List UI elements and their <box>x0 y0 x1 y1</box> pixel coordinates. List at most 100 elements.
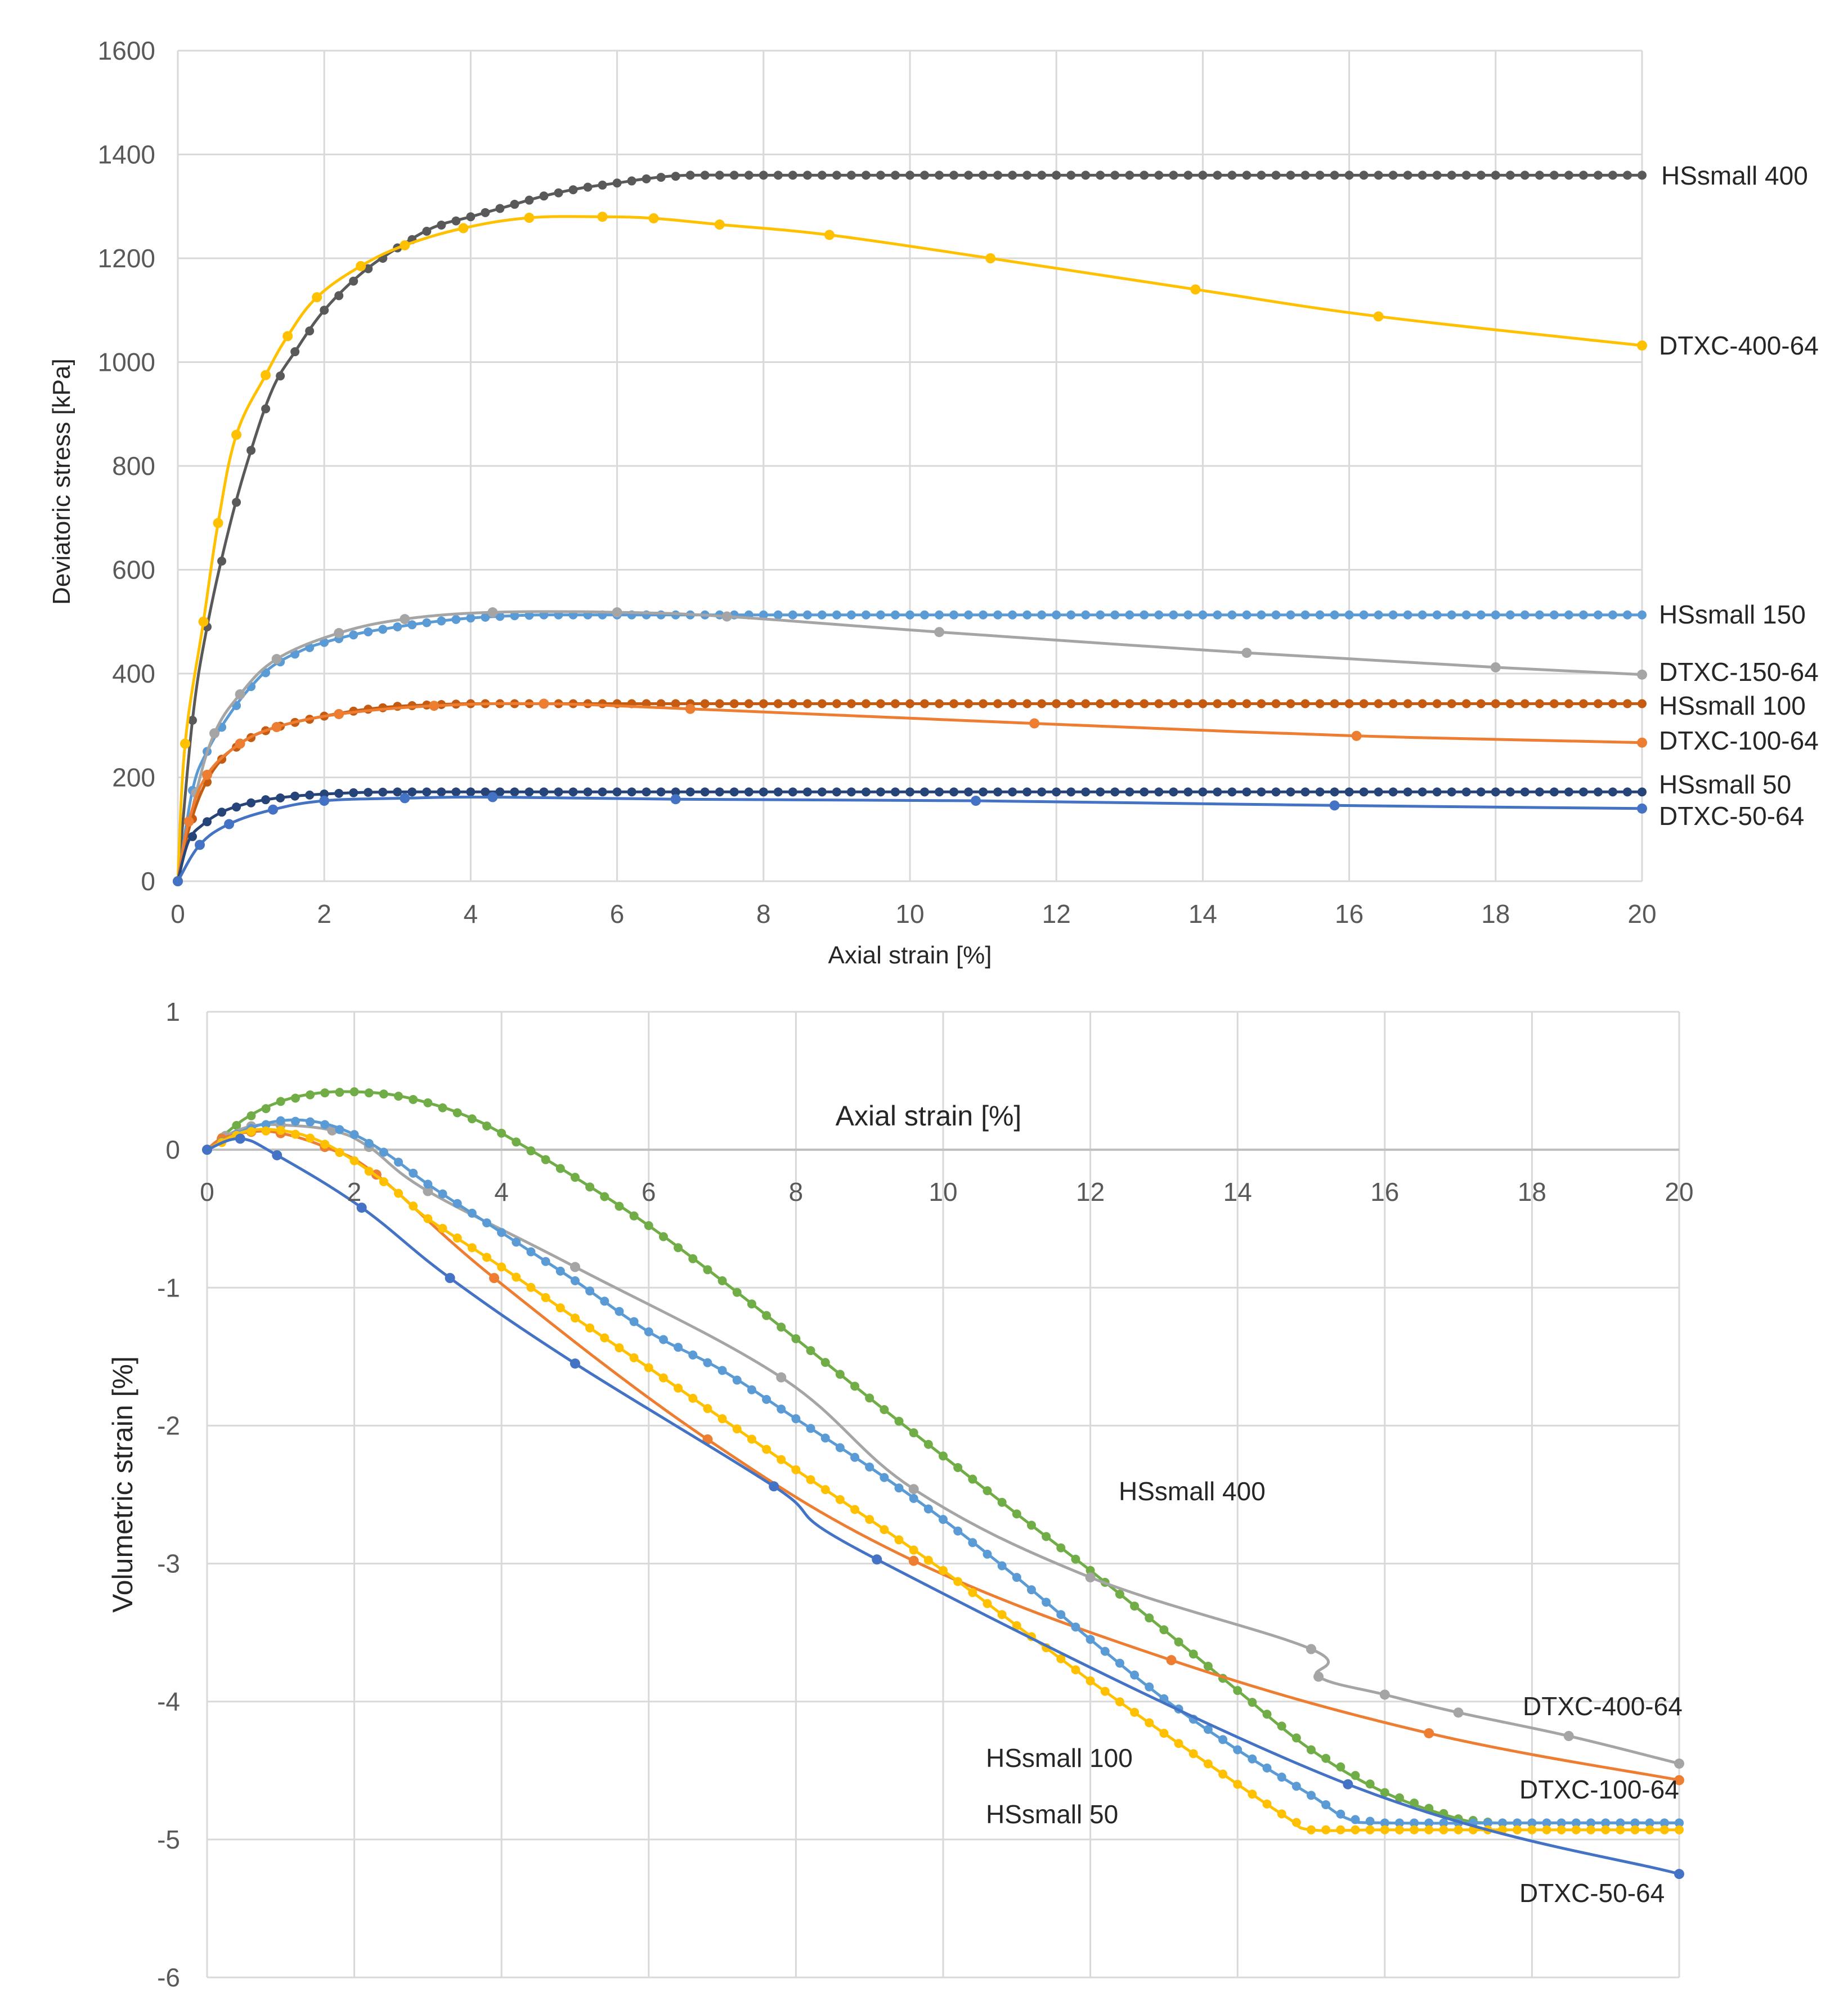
data-point <box>1174 1739 1183 1748</box>
data-point <box>1571 1818 1581 1828</box>
chart1-x-tick-label: 2 <box>317 899 331 928</box>
data-point <box>850 1505 860 1514</box>
data-point <box>1071 1554 1080 1564</box>
data-point <box>1638 787 1647 797</box>
data-point <box>1557 1818 1566 1828</box>
data-point <box>788 699 797 708</box>
data-point <box>614 1343 624 1353</box>
data-point <box>744 171 753 180</box>
data-point <box>349 276 358 286</box>
data-point <box>489 1273 500 1284</box>
data-point <box>846 787 856 797</box>
data-point <box>600 1333 609 1343</box>
data-point <box>1291 1818 1301 1827</box>
data-point <box>627 176 636 186</box>
data-point <box>1659 1825 1669 1834</box>
data-point <box>1066 699 1076 708</box>
data-point <box>1490 662 1501 672</box>
data-point <box>1300 171 1310 180</box>
data-point <box>1527 1818 1537 1828</box>
data-point <box>1549 699 1559 708</box>
series-dtxc-400-64 <box>173 212 1647 886</box>
data-point <box>306 1117 315 1127</box>
data-point <box>1403 610 1412 620</box>
data-point <box>261 1126 271 1136</box>
chart2-x-tick-label: 2 <box>347 1177 362 1206</box>
data-point <box>876 171 885 180</box>
data-point <box>1394 1825 1404 1834</box>
data-point <box>715 699 724 708</box>
data-point <box>393 622 402 631</box>
chart1-y-tick-label: 0 <box>141 867 155 896</box>
data-point <box>1520 699 1529 708</box>
data-point <box>1491 699 1500 708</box>
chart2-x-tick-label: 6 <box>642 1177 656 1206</box>
data-point <box>1622 171 1632 180</box>
data-point <box>1418 787 1427 797</box>
data-point <box>320 638 329 647</box>
data-point <box>935 787 944 797</box>
data-point <box>1374 699 1383 708</box>
data-point <box>555 1164 565 1173</box>
data-point <box>1388 787 1398 797</box>
data-point <box>671 172 680 181</box>
data-point <box>979 610 988 620</box>
data-point <box>356 1203 367 1213</box>
data-point <box>1637 803 1647 814</box>
data-point <box>1100 1647 1110 1656</box>
data-point <box>1125 171 1134 180</box>
data-point <box>224 819 235 829</box>
data-point <box>788 171 797 180</box>
data-point <box>1140 171 1149 180</box>
data-point <box>717 1414 727 1424</box>
data-point <box>1638 171 1647 180</box>
data-point <box>495 612 505 621</box>
data-point <box>1026 1520 1036 1530</box>
data-point <box>953 1463 963 1472</box>
data-point <box>1365 1825 1375 1834</box>
data-point <box>183 816 194 827</box>
data-point <box>1081 699 1091 708</box>
data-point <box>1130 1670 1140 1680</box>
series-hssmall-50 <box>173 787 1647 886</box>
data-point <box>495 787 505 797</box>
data-point <box>1012 1621 1021 1630</box>
data-point <box>1476 787 1486 797</box>
data-point <box>1336 1825 1345 1834</box>
data-point <box>1424 1818 1434 1828</box>
data-point <box>1056 1543 1066 1553</box>
data-point <box>979 171 988 180</box>
data-point <box>1476 171 1486 180</box>
data-point <box>1169 610 1178 620</box>
data-point <box>524 787 534 797</box>
data-point <box>1277 1721 1286 1731</box>
data-point <box>1257 610 1266 620</box>
data-point <box>379 1089 388 1099</box>
data-point <box>585 1182 595 1192</box>
series-line-dtxc-400-64 <box>176 215 1643 882</box>
data-point <box>495 204 505 213</box>
data-point <box>1022 699 1032 708</box>
data-point <box>1374 787 1383 797</box>
data-point <box>802 787 812 797</box>
data-point <box>703 1358 712 1367</box>
data-point <box>598 787 607 797</box>
data-point <box>1130 1602 1140 1611</box>
data-point <box>319 796 330 806</box>
data-point <box>1306 1644 1316 1654</box>
data-point <box>1330 787 1339 797</box>
chart2-y-tick-label: -3 <box>157 1549 180 1578</box>
data-point <box>939 1451 948 1461</box>
chart2-x-tick-label: 16 <box>1370 1177 1399 1206</box>
data-point <box>1359 171 1369 180</box>
data-point <box>1321 1753 1331 1763</box>
series-line-dtxc-50-64 <box>176 796 1643 882</box>
data-point <box>1169 787 1178 797</box>
data-point <box>1145 1718 1154 1728</box>
data-point <box>909 1545 918 1555</box>
data-point <box>949 787 959 797</box>
data-point <box>1557 1825 1566 1834</box>
data-point <box>482 1121 492 1131</box>
data-point <box>282 331 293 342</box>
data-point <box>320 1140 330 1149</box>
